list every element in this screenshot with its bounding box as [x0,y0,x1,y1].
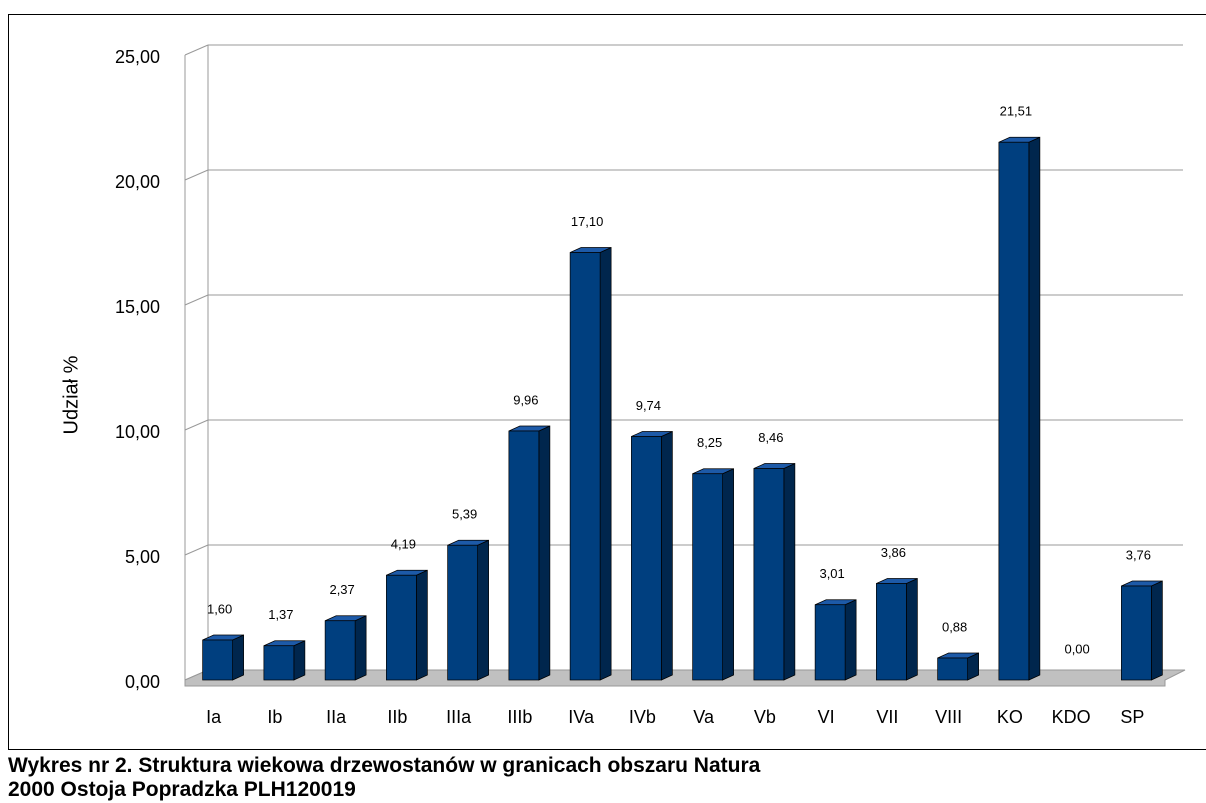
grid-line [184,294,209,306]
value-label: 2,37 [329,582,354,597]
bar [202,639,233,681]
chart-frame [8,14,1206,750]
bar [692,473,723,681]
value-label: 1,37 [268,607,293,622]
bar [1121,585,1152,681]
value-label: 3,01 [819,566,844,581]
x-tick-label: VIII [935,707,962,727]
bar [998,141,1030,681]
y-tick-label: 20,00 [115,172,160,192]
bar [814,604,846,681]
bar [263,645,295,681]
grid-line [184,169,209,181]
y-tick-label: 5,00 [125,547,160,567]
x-tick-label: Ib [267,707,282,727]
bar-side [661,430,673,681]
bar [386,574,417,681]
bar-side [906,577,918,681]
y-tick-label: 10,00 [115,422,160,442]
bar-side [844,599,857,681]
value-label: 8,25 [697,435,722,450]
bar-side [722,468,734,681]
x-tick-label: KO [997,707,1023,727]
y-tick-label: 15,00 [115,297,160,317]
bar [753,468,785,681]
bar [569,252,601,681]
value-label: 3,86 [881,545,906,560]
bar [508,430,540,681]
caption: Wykres nr 2. Struktura wiekowa drzewosta… [8,754,761,801]
x-tick-label: SP [1120,707,1144,727]
value-label: 4,19 [391,537,416,552]
x-tick-label: IVa [568,707,595,727]
bar [324,620,356,681]
y-axis-label: Udział % [60,355,82,434]
x-tick-label: IVb [629,707,656,727]
bar [937,657,968,681]
bar-side [1151,580,1163,681]
x-tick-label: VII [876,707,898,727]
bar-side [354,615,367,681]
x-tick-label: IIIa [446,707,472,727]
bar [876,583,907,681]
bar-side [232,634,244,681]
grid-line [184,544,209,556]
value-label: 3,76 [1126,547,1151,562]
x-tick-label: KDO [1052,707,1091,727]
bar-side [599,246,612,681]
bar-side [477,539,489,681]
x-tick-label: Ia [206,707,222,727]
value-label: 9,96 [513,392,538,407]
y-tick-label: 25,00 [115,47,160,67]
grid-line [184,419,209,431]
bar-side [538,425,551,681]
bar [447,544,478,681]
x-tick-label: IIIb [507,707,532,727]
value-label: 5,39 [452,507,477,522]
bar [631,436,662,681]
value-label: 17,10 [571,214,604,229]
bar-side [783,462,796,681]
value-label: 0,88 [942,619,967,634]
y-tick-label: 0,00 [125,672,160,692]
chart: Udział % 0,00 5,00 10,00 15,00 20,00 25,00 Ia 1… [8,14,1206,750]
x-tick-label: Va [693,707,715,727]
value-label: 1,60 [207,601,232,616]
value-label: 21,51 [1000,104,1033,119]
bar-side [1028,136,1041,681]
x-tick-label: VI [818,707,835,727]
x-tick-label: IIb [387,707,407,727]
bar-side [416,569,428,681]
x-tick-label: IIa [326,707,347,727]
value-label: 8,46 [758,430,783,445]
value-label: 0,00 [1064,641,1089,656]
x-tick-label: Vb [754,707,776,727]
bar-side [293,640,306,681]
grid-line [184,44,209,56]
value-label: 9,74 [636,398,661,413]
